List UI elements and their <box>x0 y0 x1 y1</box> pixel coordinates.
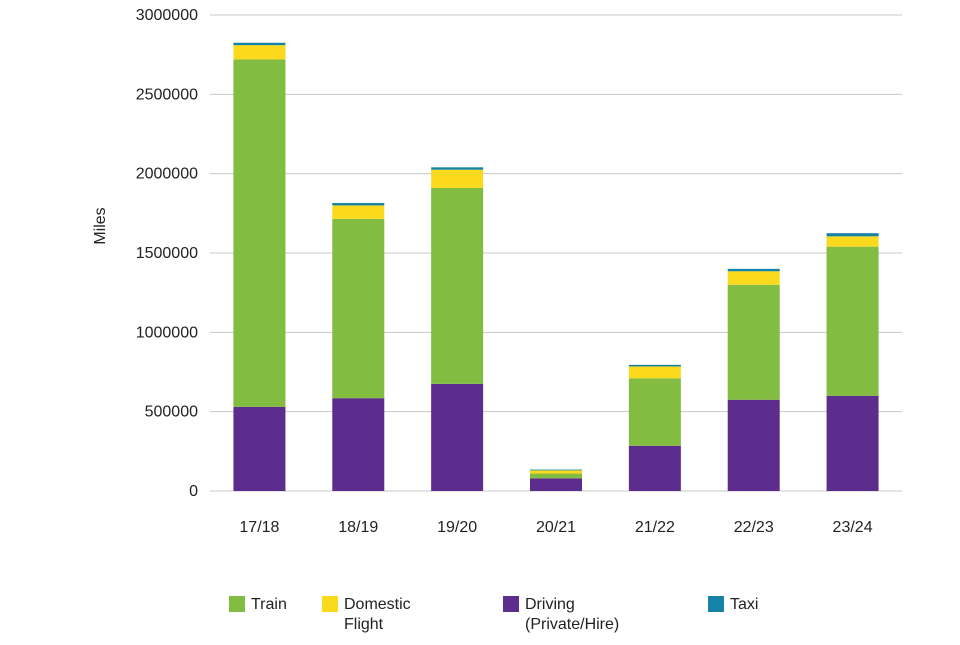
bar-segment-domestic-flight <box>628 366 681 379</box>
legend-label-line: Taxi <box>730 596 758 613</box>
y-tick-label: 1000000 <box>136 324 198 341</box>
y-tick-label: 3000000 <box>136 7 198 24</box>
y-tick-label: 2500000 <box>136 86 198 103</box>
legend-label-line: Train <box>251 596 287 613</box>
legend-label: Domestic Flight <box>344 596 411 633</box>
bar-segment-taxi <box>530 469 582 471</box>
bar-segment-train <box>530 473 582 479</box>
bar-segment-train <box>431 187 484 384</box>
y-tick-label: 1500000 <box>136 245 198 262</box>
x-tick-label: 21/22 <box>635 519 675 536</box>
legend: Train Domestic Flight Driving (Private/Hire)… <box>229 596 758 633</box>
legend-label: Taxi <box>730 596 758 613</box>
legend-swatch <box>229 596 245 612</box>
y-tick-label: 500000 <box>145 404 198 421</box>
bar-segment-domestic-flight <box>431 169 484 188</box>
legend-swatch <box>503 596 519 612</box>
bar-segment-train <box>332 218 385 399</box>
bar-segment-taxi <box>332 203 385 206</box>
bars <box>233 42 879 491</box>
bar-segment-domestic-flight <box>332 205 385 219</box>
bar-segment-train <box>727 284 780 400</box>
bar-segment-train <box>826 246 879 396</box>
bar-segment-taxi <box>727 268 780 272</box>
axes: 0 500000 1000000 1500000 2000000 2500000 30000… <box>136 7 873 536</box>
legend-swatch <box>708 596 724 612</box>
bar-segment-train <box>233 59 286 407</box>
gridlines <box>210 14 902 492</box>
legend-label-line: Domestic <box>344 596 411 613</box>
bar-segment-domestic-flight <box>727 271 780 285</box>
x-tick-label: 18/19 <box>338 519 378 536</box>
bar-segment-domestic-flight <box>233 45 286 60</box>
bar-segment-driving-private-hire <box>826 395 879 491</box>
legend-label: Train <box>251 596 287 613</box>
legend-label: Driving (Private/Hire) <box>525 596 619 633</box>
x-tick-label: 20/21 <box>536 519 576 536</box>
legend-label-line: (Private/Hire) <box>525 616 619 633</box>
bar-segment-train <box>628 378 681 446</box>
bar-segment-driving-private-hire <box>332 398 385 491</box>
x-tick-label: 19/20 <box>437 519 477 536</box>
legend-swatch <box>322 596 338 612</box>
bar-segment-taxi <box>628 364 681 367</box>
bar-segment-driving-private-hire <box>431 383 484 491</box>
y-tick-label: 0 <box>189 483 198 500</box>
bar-segment-driving-private-hire <box>530 478 582 491</box>
legend-label-line: Driving <box>525 596 575 613</box>
bar-segment-taxi <box>826 233 879 237</box>
bar-segment-taxi <box>233 42 286 46</box>
x-tick-label: 23/24 <box>833 519 873 536</box>
bar-segment-driving-private-hire <box>628 445 681 491</box>
bar-segment-domestic-flight <box>826 236 879 247</box>
x-tick-label: 22/23 <box>734 519 774 536</box>
bar-segment-driving-private-hire <box>727 399 780 491</box>
bar-segment-domestic-flight <box>530 470 582 474</box>
bar-segment-taxi <box>431 167 484 170</box>
bar-segment-driving-private-hire <box>233 406 286 491</box>
y-tick-label: 2000000 <box>136 166 198 183</box>
x-tick-label: 17/18 <box>239 519 279 536</box>
legend-label-line: Flight <box>344 616 384 633</box>
y-axis-title: Miles <box>92 207 109 244</box>
